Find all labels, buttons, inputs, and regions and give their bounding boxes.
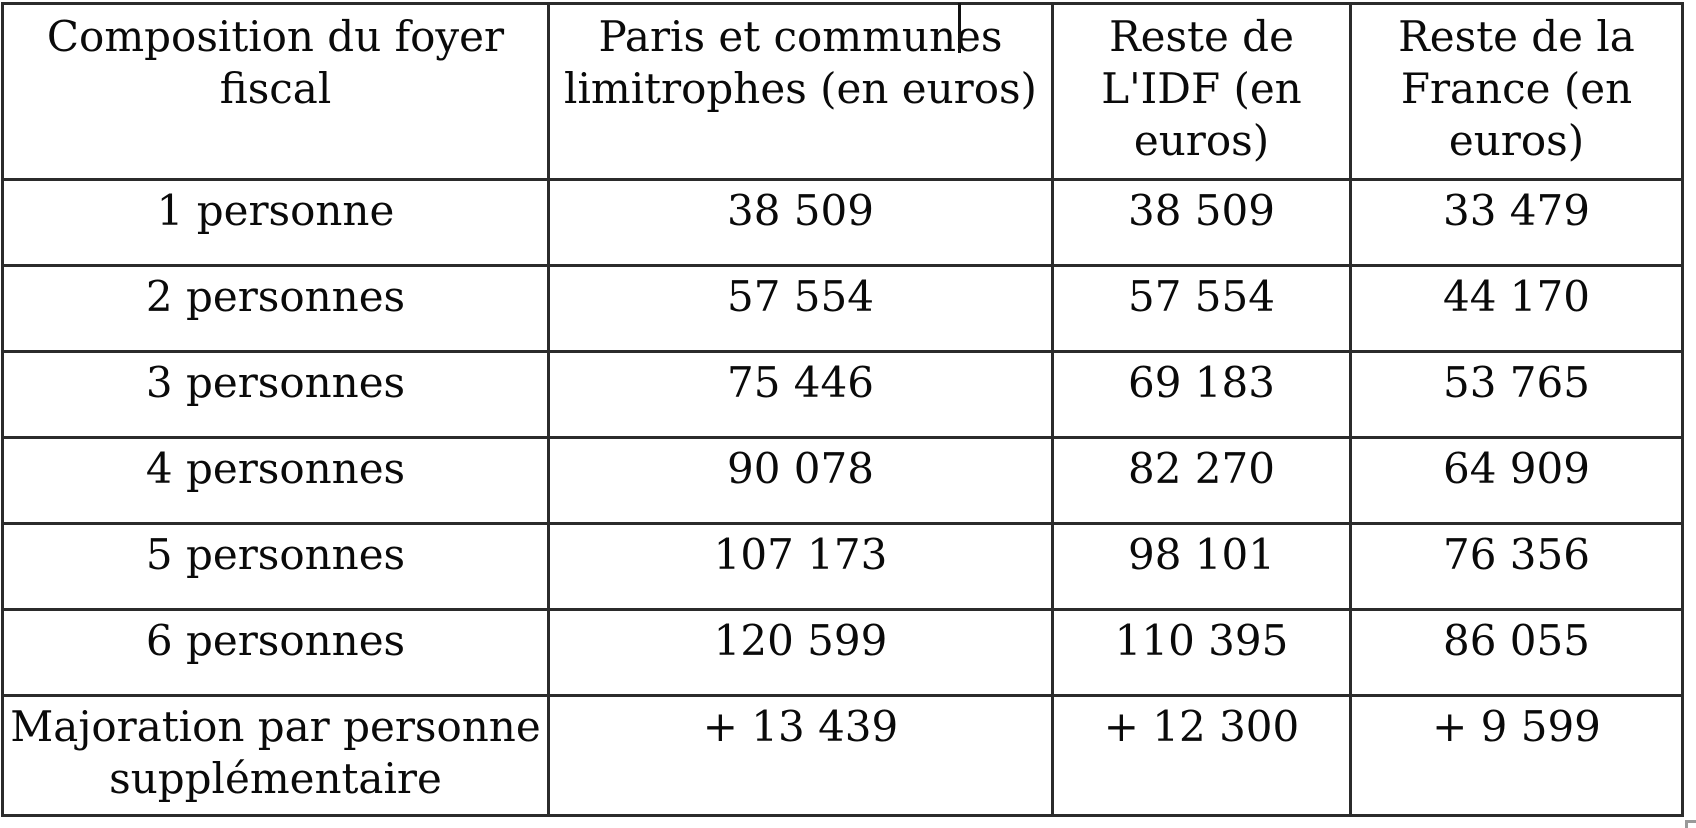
- fiscal-threshold-table: Composition du foyer fiscal Paris et com…: [1, 2, 1684, 817]
- paris-value-cell[interactable]: 90 078: [547, 436, 1054, 525]
- header-cell-france[interactable]: Reste de la France (en euros): [1349, 2, 1684, 181]
- paris-value-cell[interactable]: 57 554: [547, 264, 1054, 353]
- row-label-cell[interactable]: 4 personnes: [1, 436, 550, 525]
- france-value-cell[interactable]: 64 909: [1349, 436, 1684, 525]
- row-label-cell[interactable]: 3 personnes: [1, 350, 550, 439]
- header-cell-idf[interactable]: Reste de L'IDF (en euros): [1051, 2, 1352, 181]
- france-value-cell[interactable]: + 9 599: [1349, 694, 1684, 817]
- paris-value-cell[interactable]: 120 599: [547, 608, 1054, 697]
- paris-value-cell[interactable]: + 13 439: [547, 694, 1054, 817]
- idf-value-cell[interactable]: 69 183: [1051, 350, 1352, 439]
- table-header-row: Composition du foyer fiscal Paris et com…: [1, 2, 1684, 181]
- idf-value-cell[interactable]: 110 395: [1051, 608, 1352, 697]
- france-value-cell[interactable]: 33 479: [1349, 178, 1684, 267]
- table-row: Majoration par personne supplémentaire +…: [1, 694, 1684, 817]
- idf-value-cell[interactable]: 82 270: [1051, 436, 1352, 525]
- row-label-cell[interactable]: 1 personne: [1, 178, 550, 267]
- row-label-cell[interactable]: Majoration par personne supplémentaire: [1, 694, 550, 817]
- table-row: 1 personne 38 509 38 509 33 479: [1, 178, 1684, 267]
- paris-value-cell[interactable]: 38 509: [547, 178, 1054, 267]
- header-cell-composition[interactable]: Composition du foyer fiscal: [1, 2, 550, 181]
- table-row: 5 personnes 107 173 98 101 76 356: [1, 522, 1684, 611]
- idf-value-cell[interactable]: 98 101: [1051, 522, 1352, 611]
- idf-value-cell[interactable]: 38 509: [1051, 178, 1352, 267]
- table-row: 6 personnes 120 599 110 395 86 055: [1, 608, 1684, 697]
- idf-value-cell[interactable]: + 12 300: [1051, 694, 1352, 817]
- header-cell-paris[interactable]: Paris et communes limitrophes (en euros): [547, 2, 1054, 181]
- idf-value-cell[interactable]: 57 554: [1051, 264, 1352, 353]
- france-value-cell[interactable]: 86 055: [1349, 608, 1684, 697]
- table-row: 3 personnes 75 446 69 183 53 765: [1, 350, 1684, 439]
- france-value-cell[interactable]: 76 356: [1349, 522, 1684, 611]
- text-cursor: [958, 3, 961, 53]
- france-value-cell[interactable]: 53 765: [1349, 350, 1684, 439]
- paris-value-cell[interactable]: 75 446: [547, 350, 1054, 439]
- paris-value-cell[interactable]: 107 173: [547, 522, 1054, 611]
- france-value-cell[interactable]: 44 170: [1349, 264, 1684, 353]
- table-row: 2 personnes 57 554 57 554 44 170: [1, 264, 1684, 353]
- table-row: 4 personnes 90 078 82 270 64 909: [1, 436, 1684, 525]
- row-label-cell[interactable]: 5 personnes: [1, 522, 550, 611]
- row-label-cell[interactable]: 2 personnes: [1, 264, 550, 353]
- partial-corner-mark: [1685, 820, 1696, 828]
- row-label-cell[interactable]: 6 personnes: [1, 608, 550, 697]
